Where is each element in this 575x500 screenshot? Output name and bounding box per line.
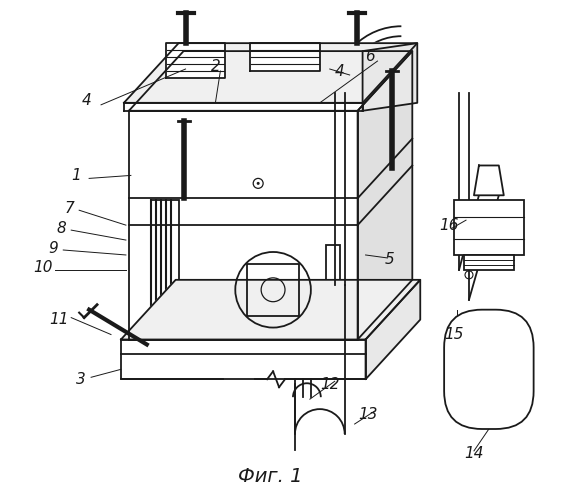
Bar xyxy=(326,245,340,304)
Polygon shape xyxy=(129,111,358,340)
Polygon shape xyxy=(366,280,420,380)
Text: 3: 3 xyxy=(76,372,86,387)
Text: 10: 10 xyxy=(33,260,53,276)
Text: 9: 9 xyxy=(48,240,58,256)
Polygon shape xyxy=(124,43,417,103)
Text: 14: 14 xyxy=(464,446,484,462)
Polygon shape xyxy=(124,103,363,111)
Polygon shape xyxy=(121,280,420,340)
Bar xyxy=(151,200,179,338)
Text: 6: 6 xyxy=(365,48,374,64)
FancyBboxPatch shape xyxy=(444,310,534,429)
Text: 16: 16 xyxy=(439,218,459,232)
Text: 15: 15 xyxy=(444,327,464,342)
Text: 12: 12 xyxy=(320,377,339,392)
Circle shape xyxy=(256,182,260,185)
Polygon shape xyxy=(358,51,412,340)
Text: 4: 4 xyxy=(81,94,91,108)
Text: Фиг. 1: Фиг. 1 xyxy=(238,467,302,486)
Text: 5: 5 xyxy=(385,252,394,268)
Text: 8: 8 xyxy=(56,220,66,236)
Polygon shape xyxy=(121,340,366,380)
Bar xyxy=(454,200,524,255)
Text: 11: 11 xyxy=(49,312,69,327)
Text: 7: 7 xyxy=(64,200,74,216)
Bar xyxy=(464,255,513,270)
Polygon shape xyxy=(363,43,417,111)
Text: 4: 4 xyxy=(335,64,344,78)
Polygon shape xyxy=(129,51,412,111)
Polygon shape xyxy=(166,43,225,78)
Text: 13: 13 xyxy=(358,406,377,422)
Polygon shape xyxy=(474,166,504,196)
Text: 2: 2 xyxy=(210,58,220,74)
Text: 1: 1 xyxy=(71,168,81,183)
Bar xyxy=(247,264,299,316)
Polygon shape xyxy=(250,43,320,71)
